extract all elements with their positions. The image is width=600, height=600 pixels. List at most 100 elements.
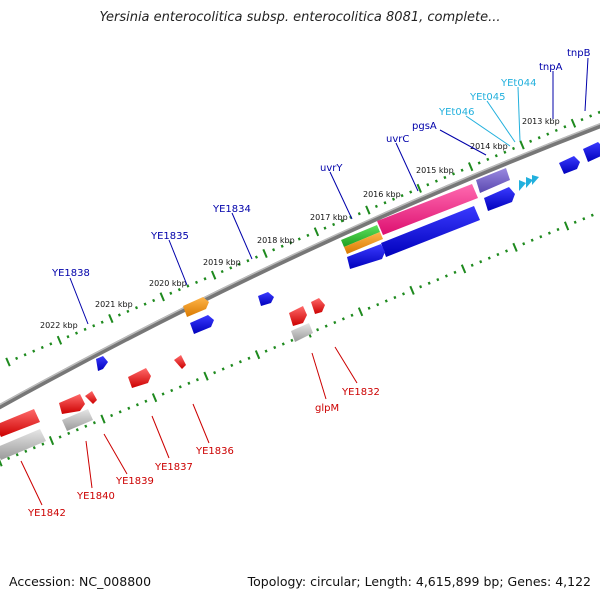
minor-tick	[453, 270, 457, 275]
gene-label[interactable]: YE1840	[76, 491, 115, 502]
minor-tick	[100, 320, 104, 324]
gene-YE1836-arrow[interactable]	[174, 355, 186, 369]
minor-tick	[340, 219, 344, 223]
gene-uvrY-region[interactable]	[381, 206, 480, 257]
gene-uvrC-domain[interactable]	[377, 184, 478, 235]
gene-label[interactable]: tnpB	[567, 48, 591, 59]
gene-label[interactable]: YEt045	[469, 92, 505, 103]
backbone-highlight	[0, 123, 600, 406]
gene-uvrY-arrow[interactable]	[344, 232, 383, 254]
minor-tick	[213, 370, 217, 375]
minor-tick	[477, 161, 481, 165]
gene-label[interactable]: tnpA	[539, 62, 563, 73]
minor-tick	[547, 231, 551, 235]
minor-tick	[590, 213, 594, 217]
gene-label[interactable]: YE1835	[150, 231, 189, 242]
minor-tick	[67, 431, 71, 436]
major-tick	[512, 242, 518, 252]
minor-tick	[582, 217, 586, 221]
minor-tick	[220, 269, 224, 274]
gene-YE1835b-arrow[interactable]	[190, 315, 214, 334]
gene-label[interactable]: YE1832	[341, 387, 380, 398]
major-tick	[563, 221, 570, 231]
kbp-label: 2017 kbp	[310, 213, 348, 222]
gene-pgsA-arrow[interactable]	[476, 168, 510, 193]
minor-tick	[15, 356, 19, 361]
gene-YE1835-arrow[interactable]	[258, 292, 274, 306]
minor-tick	[254, 255, 258, 259]
minor-tick	[195, 378, 199, 382]
trna-YEt045-arrow[interactable]	[526, 177, 533, 188]
minor-tick	[290, 338, 294, 343]
minor-tick	[144, 399, 148, 403]
minor-tick	[486, 157, 490, 162]
minor-tick	[66, 335, 70, 339]
major-tick	[467, 162, 474, 172]
minor-tick	[170, 388, 174, 393]
major-tick	[56, 335, 63, 345]
gene-YE1835-orange[interactable]	[183, 297, 209, 317]
minor-tick	[273, 345, 277, 350]
minor-tick	[280, 244, 284, 248]
gene-uvrY-segment[interactable]	[341, 225, 380, 247]
accession-label: Accession: NC_008800	[9, 574, 152, 589]
minor-tick	[75, 428, 79, 432]
minor-tick	[221, 367, 225, 371]
gene-label[interactable]: uvrC	[386, 134, 409, 145]
minor-tick	[49, 342, 53, 346]
minor-tick	[546, 132, 550, 136]
gene-YE1840-pseudo[interactable]	[62, 409, 93, 431]
kbp-label: 2021 kbp	[95, 300, 133, 309]
minor-tick	[152, 298, 156, 303]
gene-label[interactable]: YE1838	[51, 268, 90, 279]
reverse-strand-features	[0, 298, 325, 460]
gene-tnpA-arrow[interactable]	[559, 156, 580, 174]
gene-YE1834-arrow[interactable]	[347, 244, 385, 269]
gene-label[interactable]: YE1842	[27, 508, 66, 519]
gene-uvrC-arrow[interactable]	[484, 187, 515, 211]
gene-YE1837-arrow[interactable]	[128, 368, 151, 388]
gene-label[interactable]: YE1837	[154, 462, 193, 473]
major-tick	[365, 205, 371, 215]
kbp-label: 2019 kbp	[203, 258, 241, 267]
kbp-label: 2022 kbp	[40, 321, 78, 330]
gene-label[interactable]: YE1834	[212, 204, 251, 215]
gene-label[interactable]: YE1839	[115, 476, 154, 487]
minor-tick	[92, 324, 96, 328]
minor-tick	[92, 421, 96, 425]
gene-label[interactable]: uvrY	[320, 163, 343, 174]
trna-YEt044-arrow[interactable]	[532, 175, 539, 185]
minor-tick	[178, 385, 182, 389]
gene-YE1840-arrow[interactable]	[59, 394, 85, 414]
minor-tick	[529, 139, 533, 143]
kbp-labels: 2013 kbp 2014 kbp 2015 kbp 2016 kbp 2017…	[40, 117, 560, 330]
gene-glpM-pseudo[interactable]	[291, 323, 313, 342]
minor-tick	[118, 410, 122, 414]
trna-YEt046-arrow[interactable]	[519, 180, 526, 191]
major-tick	[159, 292, 165, 302]
gene-YE1842-arrow[interactable]	[0, 409, 40, 437]
minor-tick	[494, 154, 498, 158]
gene-label[interactable]: YE1836	[195, 446, 234, 457]
major-tick	[519, 140, 525, 150]
kbp-label: 2020 kbp	[149, 279, 187, 288]
gene-label[interactable]: pgsA	[412, 121, 437, 132]
major-tick	[254, 350, 261, 360]
gene-label[interactable]: glpM	[315, 403, 339, 414]
gene-YE1832-arrow[interactable]	[289, 306, 307, 326]
gene-glpM-arrow[interactable]	[311, 298, 325, 314]
minor-tick	[443, 175, 447, 180]
minor-tick	[333, 320, 337, 325]
minor-tick	[187, 381, 191, 385]
minor-tick	[436, 277, 440, 282]
gene-label[interactable]: YEt044	[500, 78, 536, 89]
gene-tnpB-arrow[interactable]	[583, 142, 600, 162]
gene-YE1838-arrow[interactable]	[96, 356, 108, 371]
minor-tick	[32, 349, 36, 353]
minor-tick	[74, 331, 79, 335]
minor-tick	[451, 172, 456, 176]
gene-label[interactable]: YEt046	[438, 107, 474, 118]
gene-YE1842-pseudo[interactable]	[0, 429, 46, 460]
minor-tick	[434, 179, 438, 183]
gene-YE1839-arrow[interactable]	[85, 391, 97, 404]
